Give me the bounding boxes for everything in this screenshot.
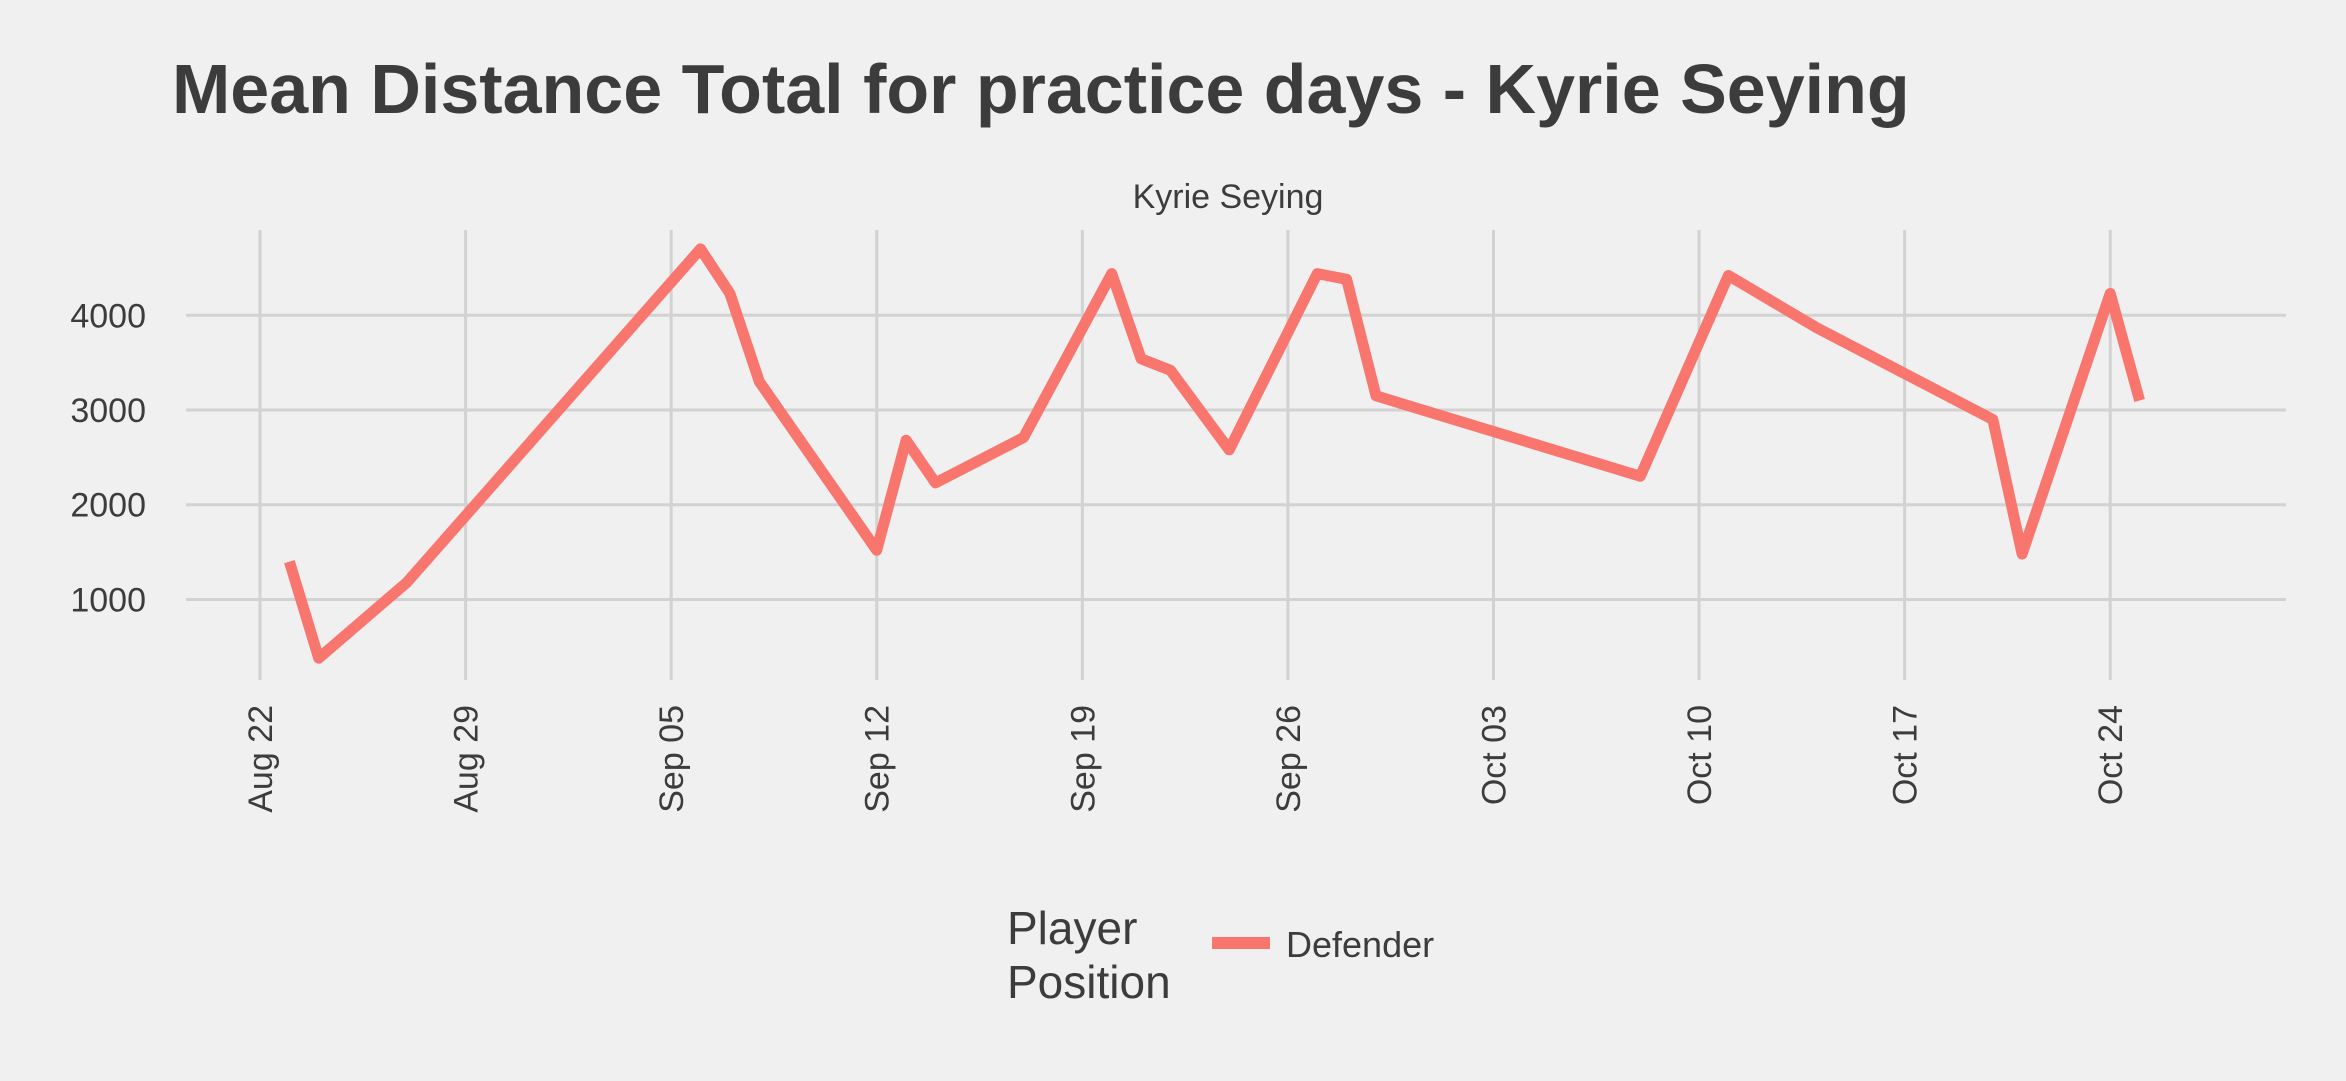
- x-tick-label: Aug 29: [448, 705, 486, 813]
- gridlines: [186, 230, 2286, 680]
- facet-label: Kyrie Seying: [1133, 178, 1324, 216]
- x-tick-label: Oct 03: [1475, 705, 1513, 805]
- y-tick-label: 1000: [70, 581, 146, 619]
- y-tick-label: 4000: [70, 297, 146, 335]
- x-tick-label: Sep 12: [859, 705, 897, 813]
- x-tick-label: Oct 17: [1887, 705, 1925, 805]
- y-tick-label: 3000: [70, 392, 146, 430]
- x-tick-label: Sep 19: [1064, 705, 1102, 813]
- legend-label-defender: Defender: [1286, 924, 1434, 965]
- x-tick-label: Sep 26: [1270, 705, 1308, 813]
- series-layer: [284, 243, 2145, 664]
- series-line-defender: [284, 243, 2145, 664]
- x-tick-label: Aug 22: [242, 705, 280, 813]
- legend-title-line-1: Player: [1007, 902, 1137, 954]
- x-tick-label: Oct 10: [1681, 705, 1719, 805]
- legend-title-line-2: Position: [1007, 956, 1171, 1008]
- chart-title: Mean Distance Total for practice days - …: [172, 50, 1910, 128]
- y-tick-label: 2000: [70, 487, 146, 525]
- legend: Player Position Defender: [1007, 902, 1434, 1008]
- x-tick-label: Oct 24: [2092, 705, 2130, 805]
- y-axis-ticks: 1000 2000 3000 4000: [70, 297, 146, 619]
- x-tick-label: Sep 05: [653, 705, 691, 813]
- x-axis-ticks: Aug 22 Aug 29 Sep 05 Sep 12 Sep 19 Sep 26 Oct …: [242, 705, 2130, 813]
